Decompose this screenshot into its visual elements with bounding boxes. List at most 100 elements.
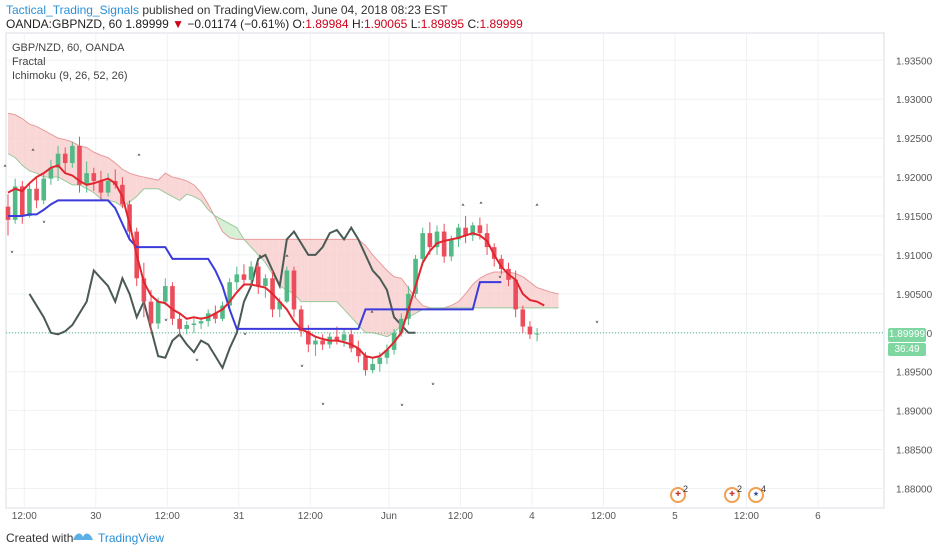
candle-body <box>227 282 232 306</box>
gb-flag-icon[interactable]: ✚ <box>670 487 686 503</box>
candle-body <box>427 233 433 248</box>
cloud-segment <box>143 177 151 189</box>
lagging-span <box>28 225 416 371</box>
candle-body <box>20 186 25 216</box>
candle-body <box>62 153 68 164</box>
base-line <box>8 199 502 330</box>
candle-body <box>105 180 111 193</box>
candle-body <box>248 266 254 280</box>
candle-body <box>377 357 383 364</box>
x-tick-label: 12:00 <box>734 511 759 522</box>
tradingview-link[interactable]: TradingView <box>98 531 165 545</box>
candle-body <box>263 278 268 287</box>
candle-body <box>141 278 147 302</box>
cloud-segment <box>229 223 237 240</box>
candle-body <box>198 321 204 324</box>
fractal-up-marker: ˄ <box>461 204 466 214</box>
candle-body <box>241 274 247 280</box>
candle-body <box>155 301 161 324</box>
event-count: 4 <box>761 484 767 494</box>
candle-body <box>298 309 304 332</box>
candle-body <box>70 145 75 164</box>
cloud-segment <box>501 272 509 308</box>
y-tick-label: 1.90500 <box>896 290 932 301</box>
cloud-segment <box>86 147 94 193</box>
cloud-segment <box>179 178 187 201</box>
y-tick-label: 1.91500 <box>896 212 932 223</box>
close-label: C: <box>467 17 480 31</box>
low-value: 1.89895 <box>420 17 465 31</box>
cloud-segment <box>344 239 352 318</box>
legend-ichimoku[interactable]: Ichimoku (9, 26, 52, 26) <box>12 70 128 82</box>
cloud-segment <box>351 239 359 326</box>
candle-body <box>456 227 461 240</box>
cloud-segment <box>15 114 23 166</box>
cloud-segment <box>36 126 44 178</box>
cloud-segment <box>372 254 380 335</box>
candle-body <box>12 186 18 220</box>
x-tick-label: 6 <box>815 511 821 522</box>
y-tick-label: 1.89500 <box>896 368 932 379</box>
candle-body <box>170 286 175 319</box>
candle-body <box>463 227 468 236</box>
candle-body <box>520 309 526 327</box>
cloud-segment <box>193 184 202 201</box>
fractal-down-marker: ˅ <box>595 321 600 331</box>
candle-body <box>234 274 240 283</box>
cloud-segment <box>222 219 230 238</box>
cloud-segment <box>544 289 552 308</box>
x-tick-label: 4 <box>529 511 535 522</box>
event-count: 2 <box>683 484 689 494</box>
price-chart[interactable]: 1.93500 1.93000 1.92500 1.92000 1.91500 1.910… <box>0 0 932 526</box>
candle-body <box>148 301 154 324</box>
open-label: O: <box>292 17 306 31</box>
candle-body <box>177 318 182 329</box>
candle-body <box>277 301 282 310</box>
created-with-label: Created with <box>6 531 74 545</box>
candle-body <box>213 313 218 319</box>
candle-body <box>370 363 375 371</box>
candle-body <box>499 258 504 269</box>
author-link[interactable]: Tactical_Trading_Signals <box>6 3 139 17</box>
cloud-segment <box>100 155 109 201</box>
cloud-segment <box>151 178 159 189</box>
fractal-down-marker: ˅ <box>400 404 405 414</box>
gb-flag-icon[interactable]: ✚ <box>724 487 740 503</box>
candle-body <box>163 286 168 302</box>
candle-body <box>184 325 190 329</box>
cloud-segment <box>465 284 473 308</box>
cloud-segment <box>336 239 345 310</box>
cloud-segment <box>136 175 144 197</box>
cloud-segment <box>358 239 366 333</box>
cloud-segment <box>329 239 337 302</box>
cloud-segment <box>43 130 51 178</box>
nz-flag-icon[interactable]: ★ <box>748 487 764 503</box>
x-tick-label: Jun <box>381 511 397 522</box>
candle-body <box>363 356 368 371</box>
low-label: L: <box>410 17 421 31</box>
candle-body <box>527 326 533 335</box>
last-price: 1.89999 <box>125 17 169 31</box>
fractal-up-marker: ˄ <box>370 311 375 321</box>
fractal-down-marker: ˅ <box>195 359 200 369</box>
candle-body <box>313 340 318 345</box>
cloud-segment <box>301 239 309 302</box>
candle-body <box>356 348 361 357</box>
legend-fractal[interactable]: Fractal <box>12 56 46 68</box>
fractal-down-marker: ˅ <box>300 365 305 375</box>
candle-body <box>191 323 197 326</box>
cloud-segment <box>129 173 137 202</box>
price-change: −0.01174 (−0.61%) <box>187 17 290 31</box>
candle-body <box>398 318 404 333</box>
y-tick-label: 1.93000 <box>896 95 932 106</box>
cloud-segment <box>172 177 180 201</box>
cloud-segment <box>451 301 459 308</box>
symbol-label: OANDA:GBPNZD, 60 <box>6 17 123 31</box>
cloud-segment <box>379 262 387 337</box>
legend-symbol[interactable]: GBP/NZD, 60, OANDA <box>12 42 125 54</box>
candle-body <box>127 204 132 232</box>
candle-body <box>513 279 518 310</box>
high-value: 1.90065 <box>363 17 408 31</box>
down-arrow-icon: ▼ <box>172 17 184 31</box>
fractal-up-marker: ˄ <box>31 149 36 159</box>
